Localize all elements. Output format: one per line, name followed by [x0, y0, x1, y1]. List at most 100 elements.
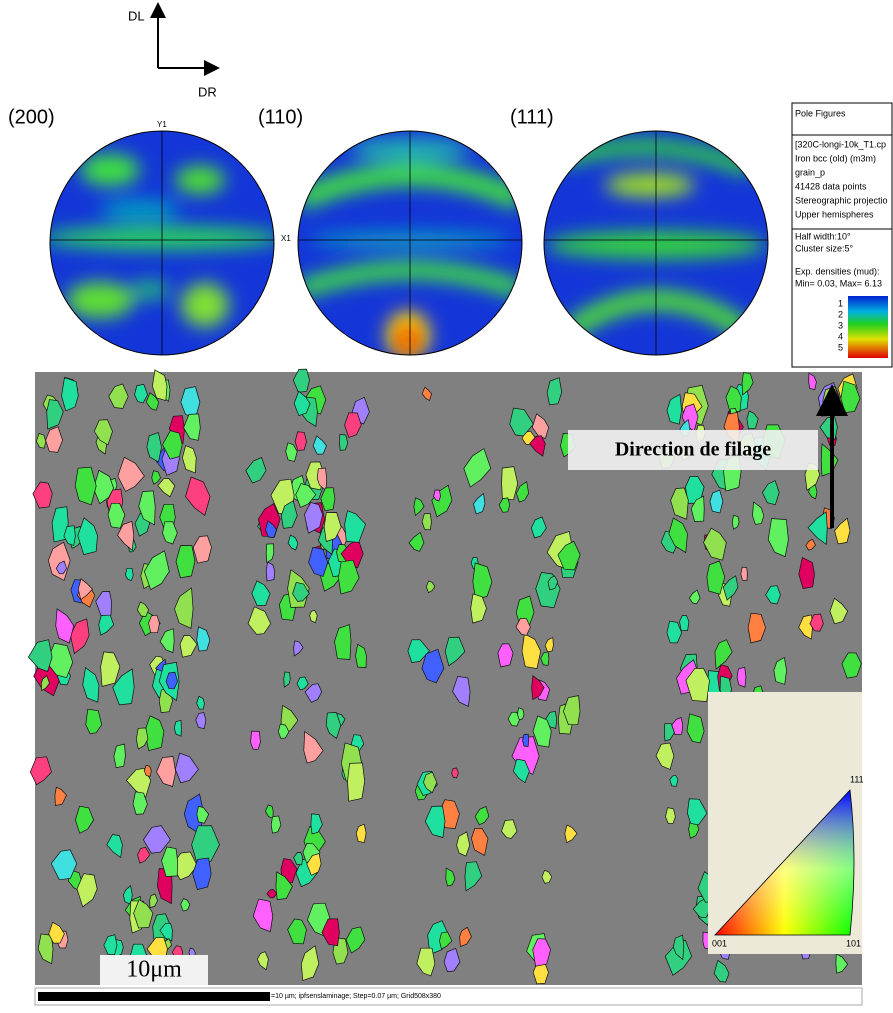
grain [731, 514, 740, 530]
grain [773, 656, 787, 685]
grain [544, 637, 554, 653]
grain [339, 434, 349, 451]
grain [55, 608, 75, 644]
grain [664, 723, 675, 742]
grain [334, 624, 352, 660]
grain [250, 730, 261, 750]
grain [666, 620, 683, 644]
grain [655, 742, 675, 770]
grain [516, 480, 529, 503]
grain [529, 435, 546, 457]
grain [421, 648, 445, 684]
grain [151, 470, 162, 485]
grain [175, 545, 196, 579]
density-range: Min= 0.03, Max= 6.13 [795, 278, 882, 288]
grain [513, 758, 530, 784]
grain [531, 675, 545, 701]
map-footer: =10 µm; ipfsenslaminage; Step=0.07 µm; G… [271, 993, 441, 1000]
ipf-key: 111 001 101 [708, 692, 864, 954]
grain [265, 561, 276, 582]
grain [501, 819, 518, 839]
grain [532, 715, 552, 748]
x1-label: X1 [281, 234, 291, 243]
grain [185, 476, 211, 516]
grain [247, 606, 272, 635]
grain [337, 559, 360, 595]
grain [107, 502, 126, 529]
grain [32, 481, 53, 509]
grain [722, 575, 739, 601]
grain [294, 431, 307, 451]
panel-line: [320C-longi-10k_T1.cp [795, 139, 886, 149]
grain [27, 639, 53, 672]
ipf-corner: 101 [846, 938, 861, 948]
grain [304, 501, 323, 534]
y1-label: Y1 [157, 120, 167, 129]
grain [117, 520, 135, 552]
grain [501, 466, 519, 501]
scale-label: 10μm [126, 957, 182, 983]
grain [725, 385, 742, 412]
grain [407, 639, 430, 663]
grain [77, 517, 98, 556]
grain [413, 497, 425, 517]
grain [275, 871, 293, 900]
grain [133, 899, 154, 929]
grain [303, 730, 324, 764]
grain [433, 489, 441, 502]
grain [355, 823, 367, 843]
grain [703, 527, 727, 561]
ipf-corner: 111 [850, 774, 864, 784]
grain [470, 593, 487, 624]
grain [531, 413, 550, 439]
grain [670, 487, 689, 520]
grain [180, 898, 191, 912]
panel-line: Iron bcc (old) (m3m) [795, 153, 876, 163]
grain [669, 774, 679, 787]
grain [325, 712, 342, 740]
grain [41, 675, 50, 692]
grain [280, 500, 298, 529]
grain [445, 867, 456, 887]
grain [456, 831, 471, 857]
panel-line: grain_p [795, 167, 825, 177]
grain [35, 433, 47, 449]
grain [665, 807, 676, 824]
grain [270, 815, 282, 834]
scale-label: 4 [838, 331, 843, 341]
grain [195, 712, 207, 730]
grain [679, 615, 690, 631]
grain [310, 813, 323, 835]
grain [287, 918, 307, 945]
grain [546, 377, 563, 406]
grain [196, 695, 205, 710]
grain [439, 931, 453, 950]
grain [690, 495, 705, 522]
pole-figure [50, 131, 274, 355]
grain [464, 861, 483, 892]
grain [321, 918, 340, 947]
grain [265, 520, 277, 538]
grain [182, 445, 197, 474]
grain [95, 591, 112, 616]
grain [685, 667, 710, 702]
grain [474, 806, 490, 826]
grain [134, 384, 148, 404]
pole-figure [544, 131, 768, 355]
grain [841, 652, 862, 679]
grain [306, 853, 322, 876]
grain [106, 834, 123, 859]
grain [713, 959, 730, 983]
grain [304, 683, 323, 703]
grain [149, 893, 158, 908]
grain [451, 767, 459, 779]
grain [557, 540, 581, 571]
panel-title: Pole Figures [795, 108, 846, 118]
grain [431, 484, 453, 518]
grain [162, 521, 178, 545]
grain [137, 846, 151, 864]
grain [168, 415, 185, 445]
grain [530, 516, 547, 539]
grain [312, 435, 327, 455]
grain [421, 386, 432, 402]
